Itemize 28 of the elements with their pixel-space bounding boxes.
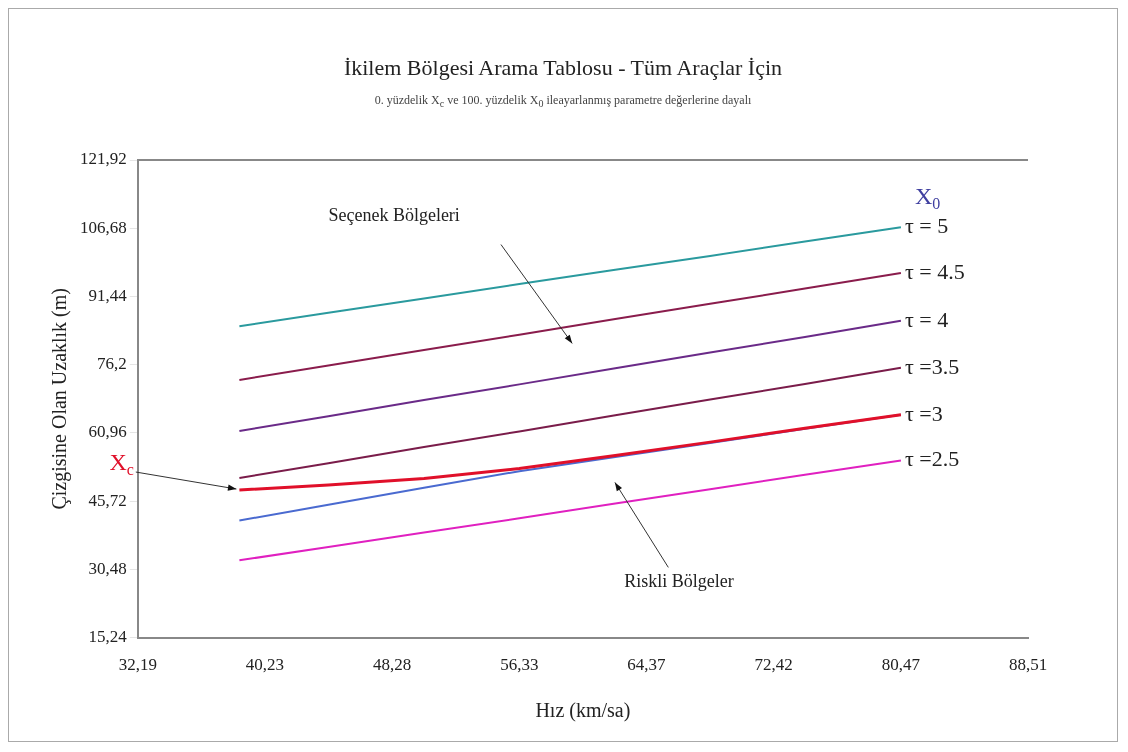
y-tick-label: 121,92 (80, 149, 127, 169)
x-tick-label: 48,28 (372, 655, 412, 675)
series-label: τ =3 (904, 400, 943, 426)
series-label: τ = 4.5 (904, 258, 965, 284)
series-label: τ = 5 (904, 213, 949, 239)
series-label: τ =3.5 (904, 353, 960, 379)
x-tick-label: 64,37 (627, 655, 667, 675)
y-tick-label: 30,48 (88, 558, 127, 578)
x-tick-label: 88,51 (1008, 655, 1048, 675)
x-axis-title: Hız (km/sa) (535, 699, 631, 723)
x-tick-label: 40,23 (245, 655, 284, 675)
series-label: τ = 4 (904, 306, 949, 332)
y-tick-label: 45,72 (88, 490, 127, 510)
y-axis-title: Çizgisine Olan Uzaklık (m) (48, 287, 72, 510)
x-tick-label: 80,47 (881, 655, 921, 675)
series-label: τ =2.5 (904, 446, 960, 472)
chart-subtitle: 0. yüzdelik X$_{c}$ ve 100. yüzdelik X$_{0}$ ileayarlanmış parametre değerlerine dayalı (373, 93, 753, 110)
x-tick-label: 72,42 (754, 655, 793, 675)
annotation: Seçenek Bölgeleri (328, 204, 460, 225)
y-tick-label: 15,24 (88, 627, 128, 647)
y-tick-label: 60,96 (88, 422, 127, 442)
y-tick-label: 76,2 (97, 354, 127, 374)
annotation: Riskli Bölgeler (624, 571, 734, 592)
x-tick-label: 32,19 (118, 655, 157, 675)
y-tick-label: 91,44 (88, 285, 128, 305)
y-tick-label: 106,68 (80, 217, 127, 237)
x-tick-label: 56,33 (500, 655, 539, 675)
chart-title: İkilem Bölgesi Arama Tablosu - Tüm Araçlar İçin (342, 55, 784, 81)
